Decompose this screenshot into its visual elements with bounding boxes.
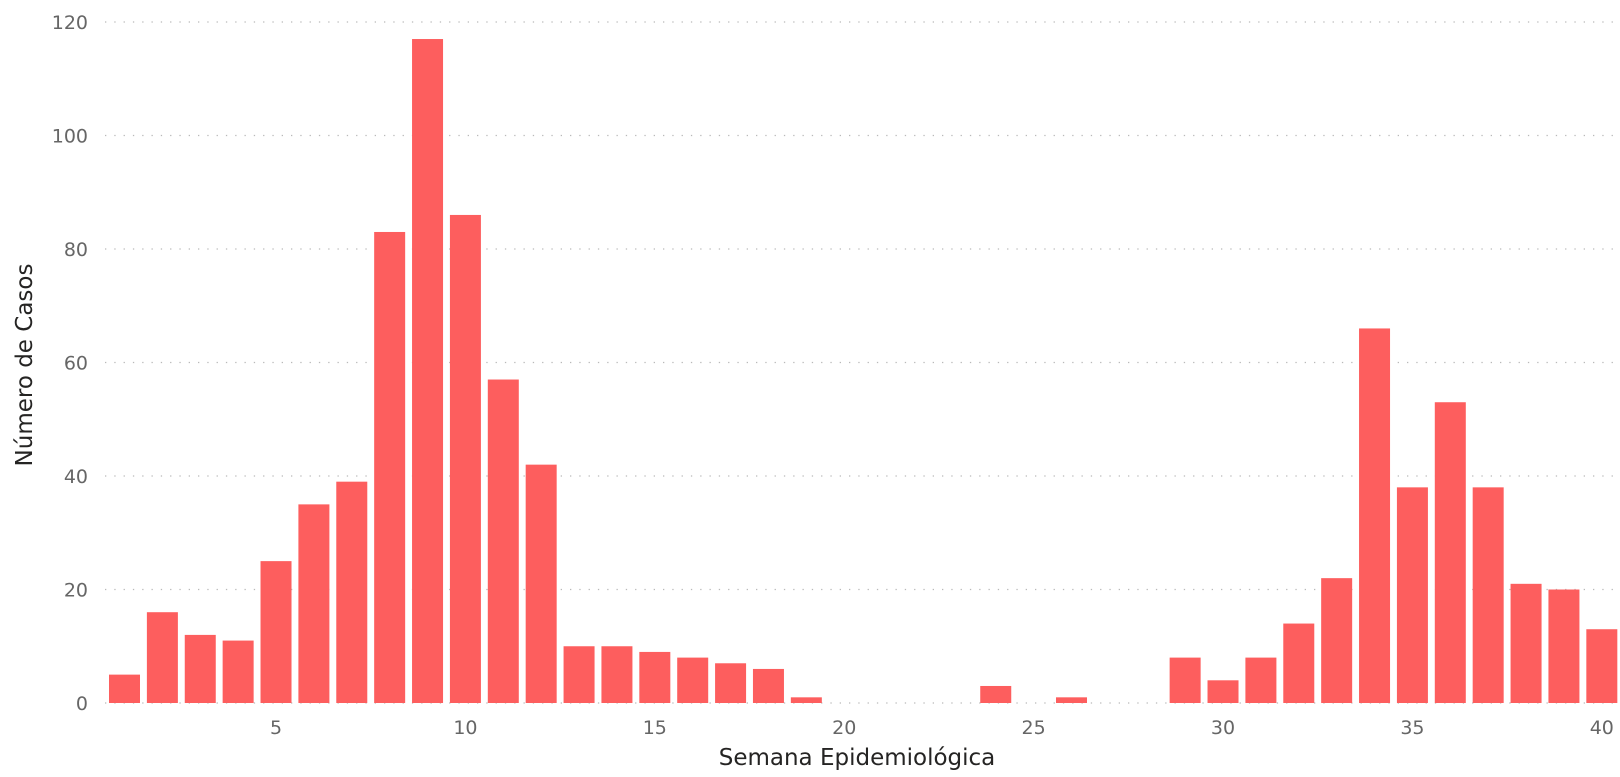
bar <box>1548 589 1580 703</box>
y-tick-label: 80 <box>64 239 88 261</box>
bar <box>1396 487 1428 703</box>
gridlines <box>105 21 1620 704</box>
bar <box>752 668 784 703</box>
y-axis-title: Número de Casos <box>12 264 38 467</box>
x-tick-label: 30 <box>1211 717 1235 739</box>
x-tick-label: 20 <box>832 717 856 739</box>
bar <box>601 646 633 703</box>
bar <box>336 481 368 703</box>
bar <box>487 379 519 703</box>
bar <box>677 657 709 703</box>
bar <box>715 663 747 703</box>
y-tick-label: 20 <box>64 580 88 602</box>
y-tick-label: 100 <box>52 126 88 148</box>
bar <box>412 39 444 703</box>
x-tick-label: 10 <box>453 717 477 739</box>
x-tick-label: 5 <box>270 717 282 739</box>
y-tick-label: 40 <box>64 466 88 488</box>
bar <box>1321 578 1353 703</box>
bars <box>109 39 1618 703</box>
bar <box>1283 623 1315 703</box>
bar <box>298 504 330 703</box>
x-axis-ticks: 5 10 15 20 25 30 35 40 <box>270 717 1614 739</box>
bar <box>449 214 481 703</box>
x-tick-label: 25 <box>1022 717 1046 739</box>
bar <box>109 674 140 703</box>
y-tick-label: 120 <box>52 12 88 34</box>
bar <box>1245 657 1277 703</box>
bar <box>222 640 254 703</box>
bar <box>1586 629 1618 703</box>
bar <box>1056 697 1087 703</box>
bar <box>1359 328 1391 703</box>
bar <box>525 464 557 703</box>
y-axis-ticks: 0 20 40 60 80 100 120 <box>52 12 88 715</box>
y-tick-label: 60 <box>64 353 88 375</box>
bar <box>374 231 406 703</box>
bar <box>1434 402 1466 703</box>
bar <box>1169 657 1201 703</box>
bar <box>980 685 1012 703</box>
x-tick-label: 15 <box>643 717 667 739</box>
bar <box>184 634 216 703</box>
bar <box>1510 583 1542 703</box>
x-axis-title: Semana Epidemiológica <box>719 745 996 771</box>
bar <box>790 697 822 703</box>
bar <box>146 612 178 703</box>
bar <box>563 646 595 703</box>
bar <box>1207 680 1239 703</box>
x-tick-label: 35 <box>1400 717 1424 739</box>
x-tick-label: 40 <box>1590 717 1614 739</box>
bar <box>260 561 292 703</box>
y-tick-label: 0 <box>76 693 88 715</box>
bar <box>639 651 671 703</box>
bar <box>1472 487 1504 703</box>
